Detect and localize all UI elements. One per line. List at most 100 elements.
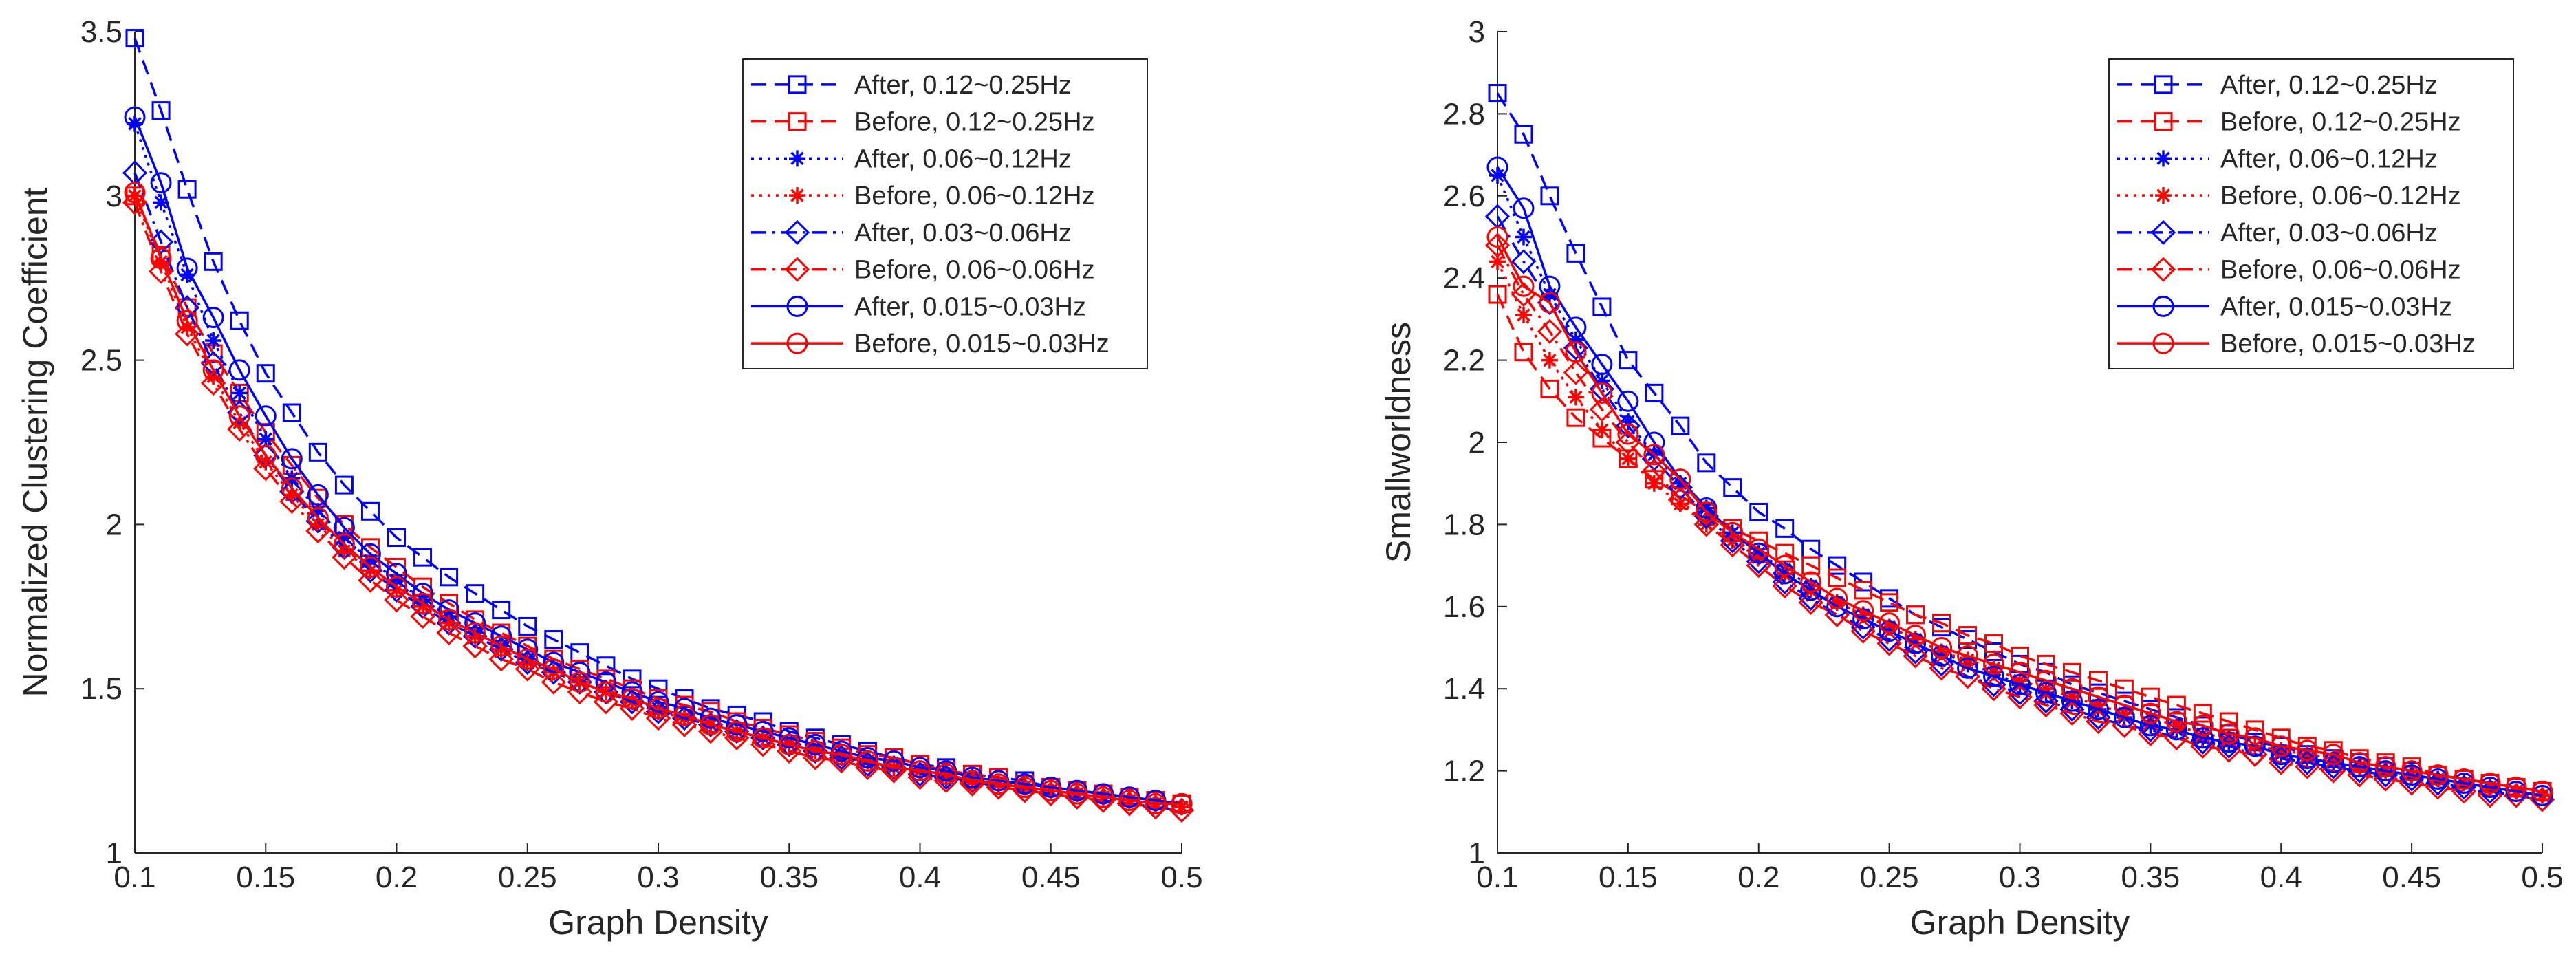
data-point [1671,416,1690,435]
data-point [2011,646,2029,665]
data-point [230,311,249,330]
data-point [488,647,514,672]
data-point [333,533,355,555]
legend: After, 0.12~0.25Hz Before, 0.12~0.25Hz Aft… [742,58,1148,369]
data-point [2218,723,2240,745]
data-point [1905,633,1927,655]
data-point [1880,593,1899,612]
data-point [174,321,200,347]
data-point [205,332,222,349]
data-point [307,484,329,506]
data-point [305,508,331,534]
data-point [1014,776,1036,798]
data-point [1619,450,1636,467]
data-point [440,568,459,587]
legend: After, 0.12~0.25Hz Before, 0.12~0.25Hz Aft… [2108,58,2514,369]
data-point [2453,768,2475,790]
series-7 [1486,226,2553,802]
y-tick-label: 2.2 [1443,344,1485,378]
data-point [2141,687,2160,706]
data-point [935,763,957,785]
x-tick-label: 0.35 [759,861,819,894]
legend-label: Before, 0.015~0.03Hz [2220,330,2476,358]
data-point [336,542,353,559]
data-point [1983,665,2005,687]
data-point [153,194,170,211]
data-point [1775,519,1795,538]
legend-label: Before, 0.12~0.25Hz [854,108,1095,137]
y-tick-label: 2.6 [1443,180,1485,213]
data-point [1515,306,1532,323]
data-point [1567,331,1584,348]
data-point [334,475,354,495]
x-tick-label: 0.45 [2382,861,2441,894]
data-point [462,633,488,659]
data-point [1040,779,1062,801]
data-point [830,744,852,766]
data-point [359,556,381,578]
data-point [1617,423,1639,445]
data-point [2193,704,2212,723]
data-point [1931,645,1953,667]
data-point [1145,792,1167,814]
data-point [1619,413,1636,431]
y-tick-label: 1.8 [1443,508,1485,541]
data-point [2139,715,2161,737]
data-point [2401,760,2423,782]
data-point [1565,341,1587,363]
data-point [148,259,174,284]
data-point [387,528,406,548]
data-point [205,368,222,385]
data-point [255,444,277,466]
x-tick-label: 0.3 [1999,861,2041,894]
x-tick-label: 0.4 [2260,861,2302,894]
data-point [332,545,357,570]
legend-label: Before, 0.06~0.06Hz [2220,256,2461,285]
x-tick-label: 0.15 [1599,861,1658,894]
legend-label: After, 0.12~0.25Hz [854,71,1072,100]
y-tick-label: 1 [106,836,122,870]
legend-marker [2155,187,2172,204]
data-point [281,477,303,499]
legend-marker [2152,295,2174,317]
data-point [436,620,462,646]
data-point [1643,431,1665,453]
data-point [281,448,303,470]
data-point [1906,605,1925,625]
data-point [517,648,539,670]
legend-marker [2154,112,2173,131]
data-point [1772,573,1797,599]
data-point [257,453,274,471]
legend-marker [784,257,810,282]
y-tick-label: 3 [106,180,122,213]
y-tick-label: 1.5 [80,672,122,706]
legend-label: After, 0.06~0.12Hz [854,144,1072,173]
data-point [1537,318,1563,344]
data-point [179,318,196,336]
data-point [2062,662,2081,682]
data-point [464,622,486,644]
y-tick-label: 1.4 [1443,672,1485,706]
data-point [855,751,880,777]
y-axis-title: Smallworldness [1379,322,1418,563]
y-tick-label: 2.4 [1443,261,1485,295]
legend-marker [2150,257,2176,282]
data-point [2113,694,2135,716]
data-point [202,307,224,329]
data-point [150,248,172,270]
data-point [386,576,407,598]
data-point [228,405,250,427]
data-point [333,517,355,539]
data-point [2087,698,2109,720]
x-tick-label: 0.5 [2521,861,2563,894]
data-point [488,636,514,662]
data-point [1852,600,1874,622]
data-point [1514,343,1533,362]
x-tick-label: 0.15 [236,861,295,894]
data-point [2139,702,2161,724]
data-point [2087,686,2109,708]
data-point [1617,390,1639,412]
data-point [988,773,1010,795]
data-point [647,691,669,713]
data-point [752,720,774,742]
